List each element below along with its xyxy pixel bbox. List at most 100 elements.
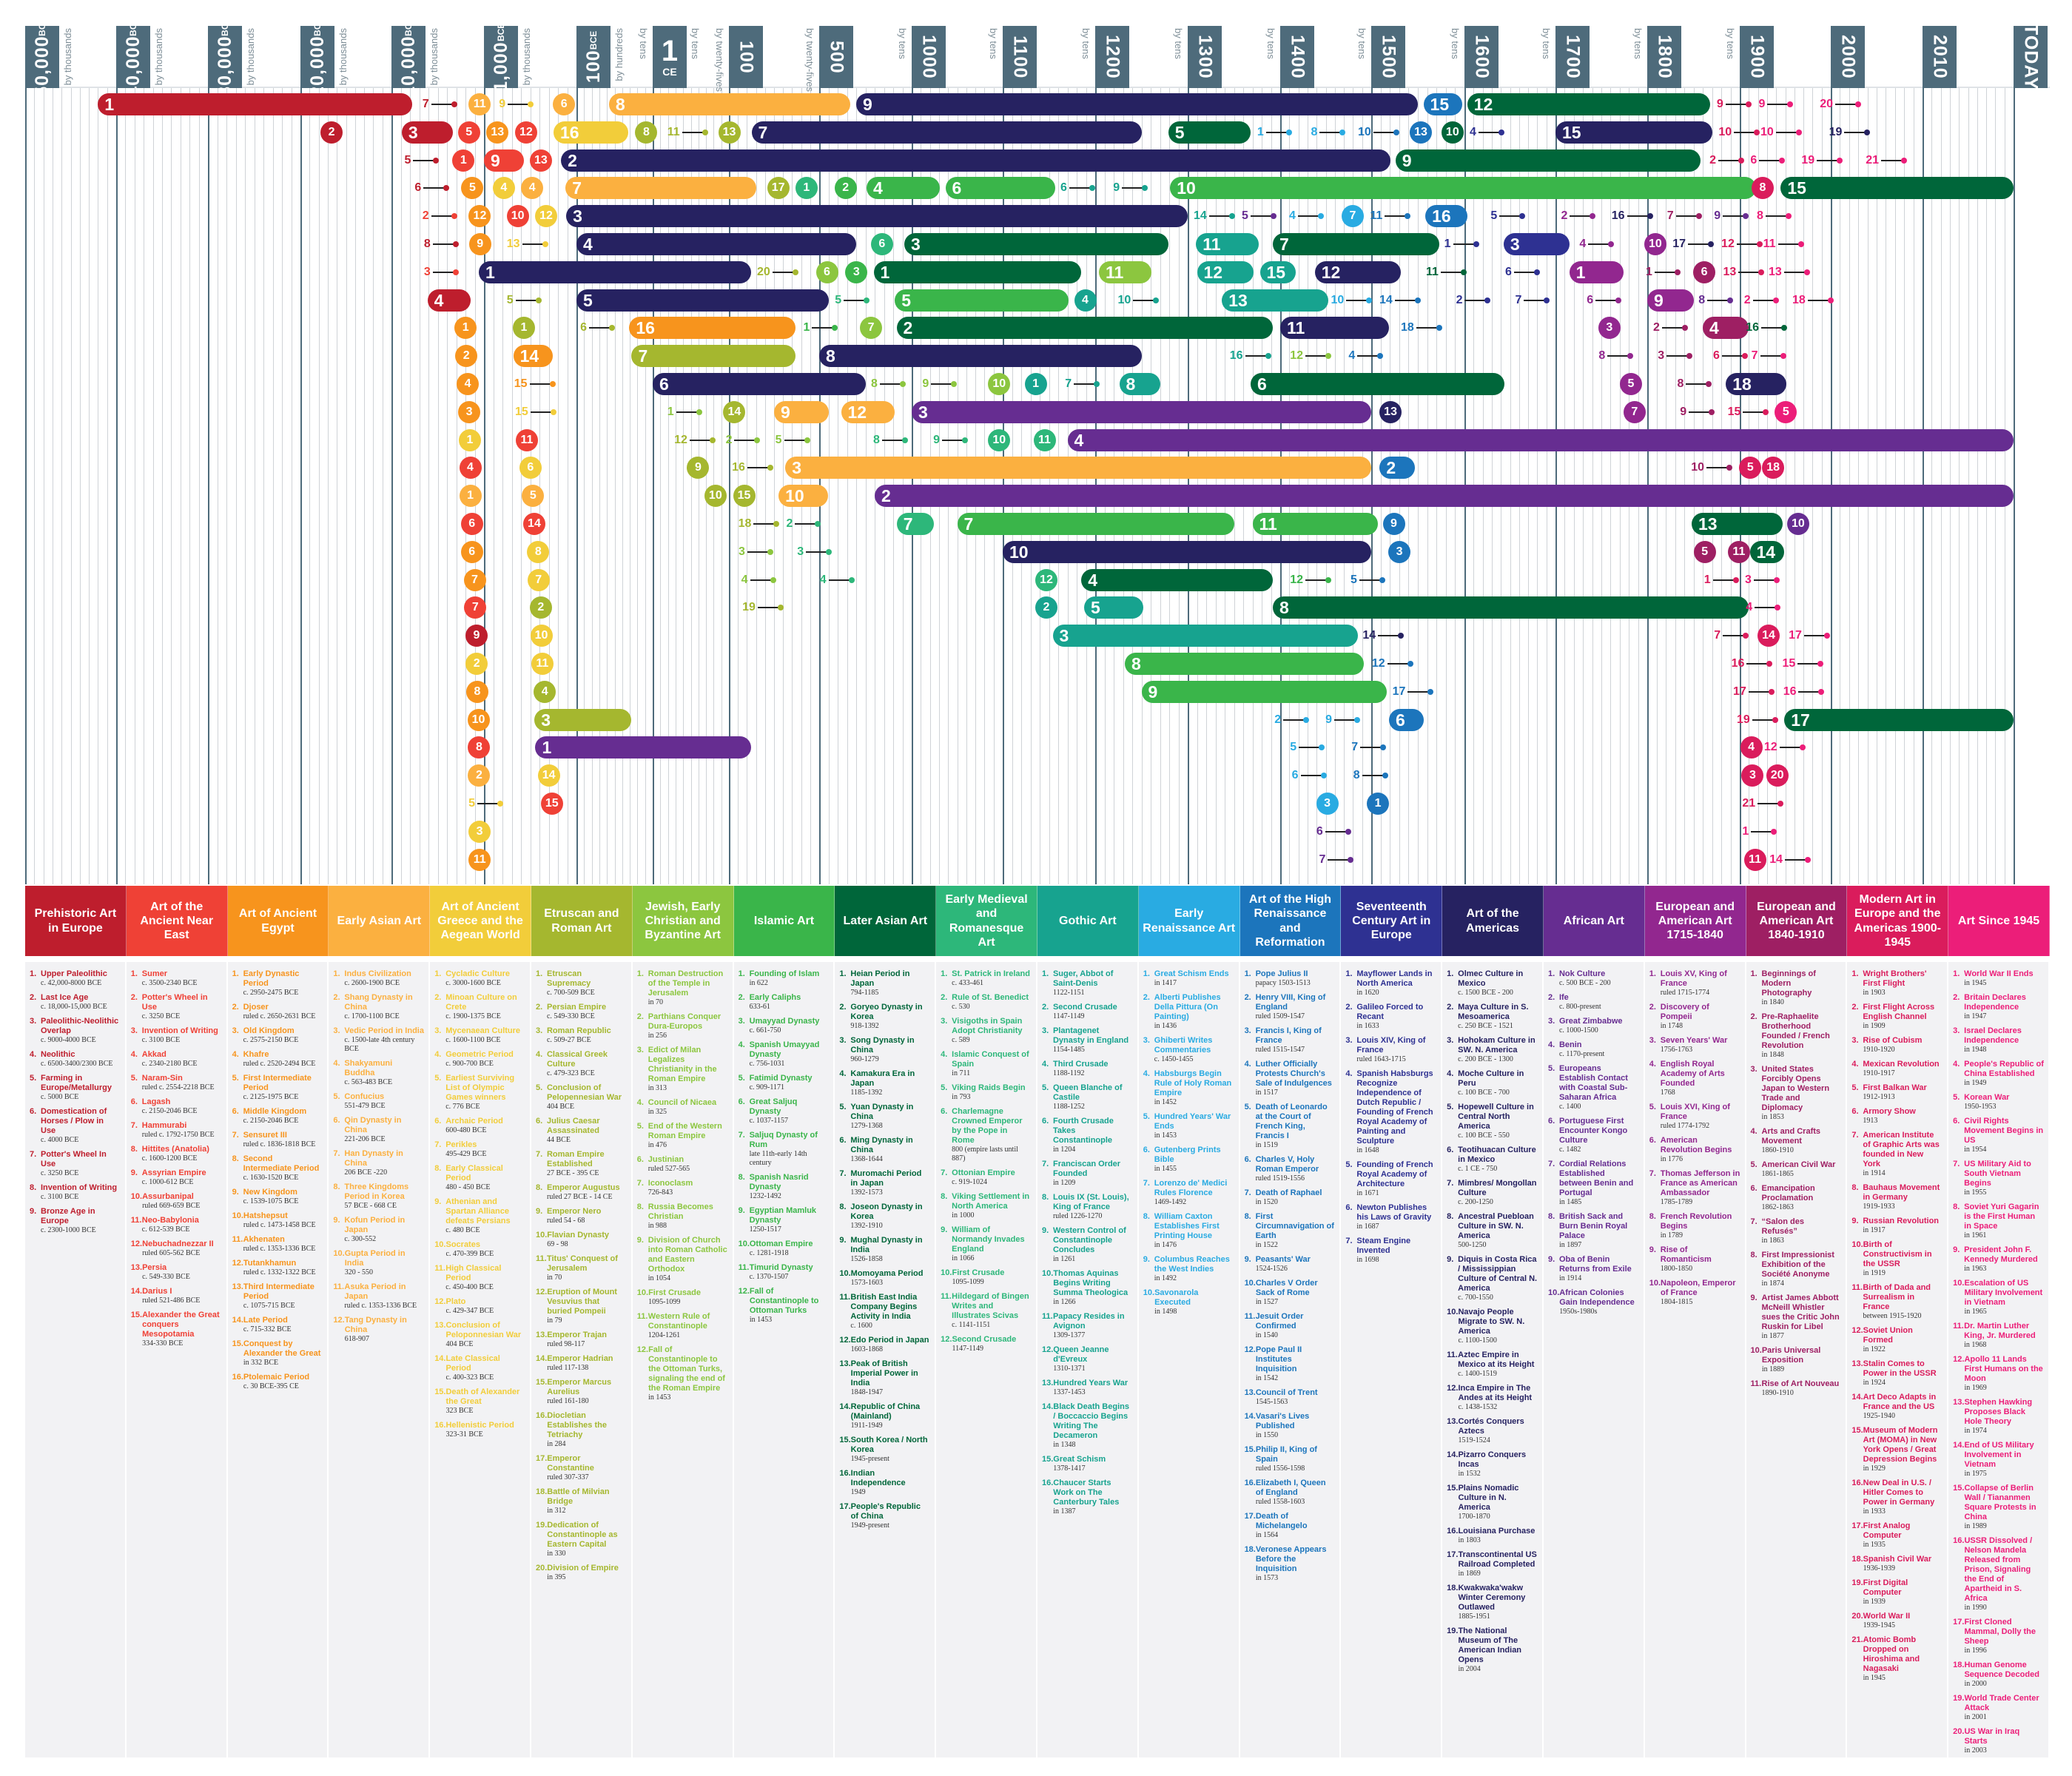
timeline-event[interactable]: 4 xyxy=(1579,233,1615,255)
timeline-bar[interactable]: 3 xyxy=(1503,233,1570,255)
timeline-bar[interactable]: 18 xyxy=(1726,373,1786,395)
timeline-marker[interactable]: 12 xyxy=(514,121,537,144)
timeline-event[interactable]: 14 xyxy=(1362,625,1405,647)
timeline-event[interactable]: 13 xyxy=(1723,261,1765,283)
timeline-bar[interactable]: 10 xyxy=(1170,177,1757,200)
timeline-event[interactable]: 9 xyxy=(1758,93,1794,115)
timeline-event[interactable]: 12 xyxy=(1290,569,1331,591)
timeline-marker[interactable]: 13 xyxy=(486,121,509,144)
timeline-event[interactable]: 9 xyxy=(499,93,534,115)
category-header[interactable]: Modern Art in Europe and the Americas 19… xyxy=(1847,886,1949,956)
timeline-event[interactable]: 6 xyxy=(1750,149,1786,172)
timeline-marker[interactable]: 2 xyxy=(1035,596,1057,619)
timeline-marker[interactable]: 1 xyxy=(459,485,482,508)
timeline-event[interactable]: 2 xyxy=(1653,317,1688,339)
timeline-marker[interactable]: 4 xyxy=(492,177,515,200)
timeline-bar[interactable]: 12 xyxy=(1314,260,1402,283)
timeline-marker[interactable]: 1 xyxy=(1367,793,1390,815)
timeline-event[interactable]: 17 xyxy=(1733,681,1775,703)
timeline-marker[interactable]: 1 xyxy=(458,428,481,451)
timeline-marker[interactable]: 14 xyxy=(537,764,560,787)
timeline-marker[interactable]: 14 xyxy=(522,513,545,535)
timeline-marker[interactable]: 3 xyxy=(468,820,491,843)
timeline-marker[interactable]: 11 xyxy=(531,653,554,675)
timeline-bar[interactable]: 3 xyxy=(785,457,1371,480)
timeline-event[interactable]: 8 xyxy=(1698,289,1734,312)
timeline-bar[interactable]: 9 xyxy=(856,93,1418,115)
category-header[interactable]: Prehistoric Art in Europe xyxy=(25,886,127,956)
timeline-bar[interactable]: 11 xyxy=(1280,317,1389,340)
timeline-bar[interactable]: 8 xyxy=(608,93,850,115)
timeline-marker[interactable]: 2 xyxy=(465,653,488,675)
timeline-marker[interactable]: 1 xyxy=(1024,373,1047,395)
timeline-marker[interactable]: 1 xyxy=(452,149,475,172)
timeline-marker[interactable]: 5 xyxy=(461,177,484,200)
timeline-marker[interactable]: 5 xyxy=(1739,457,1762,480)
category-header[interactable]: African Art xyxy=(1543,886,1645,956)
timeline-event[interactable]: 17 xyxy=(1672,233,1715,255)
timeline-marker[interactable]: 7 xyxy=(860,317,883,340)
timeline-event[interactable]: 5 xyxy=(776,429,810,451)
timeline-marker[interactable]: 9 xyxy=(465,625,488,648)
timeline-bar[interactable]: 15 xyxy=(1555,121,1712,144)
timeline-event[interactable]: 19 xyxy=(1737,709,1778,731)
timeline-event[interactable]: 5 xyxy=(468,793,504,815)
timeline-marker[interactable]: 1 xyxy=(795,177,818,200)
timeline-bar[interactable]: 14 xyxy=(513,345,553,368)
timeline-marker[interactable]: 10 xyxy=(1644,233,1666,255)
timeline-bar[interactable]: 9 xyxy=(1395,149,1701,172)
timeline-event[interactable]: 12 xyxy=(1290,345,1331,367)
timeline-marker[interactable]: 5 xyxy=(1693,540,1716,563)
timeline-marker[interactable]: 5 xyxy=(1619,373,1642,395)
timeline-marker[interactable]: 3 xyxy=(1388,540,1411,563)
timeline-event[interactable]: 4 xyxy=(1746,596,1781,619)
timeline-event[interactable]: 15 xyxy=(514,373,556,395)
timeline-marker[interactable]: 3 xyxy=(458,400,481,423)
timeline-marker[interactable]: 10 xyxy=(467,708,490,731)
timeline-marker[interactable]: 6 xyxy=(1693,260,1716,283)
timeline-bar[interactable]: 1 xyxy=(479,260,752,283)
timeline-event[interactable]: 8 xyxy=(871,373,906,395)
timeline-bar[interactable]: 4 xyxy=(867,177,941,200)
timeline-event[interactable]: 16 xyxy=(1783,681,1825,703)
timeline-event[interactable]: 12 xyxy=(1721,233,1763,255)
timeline-bar[interactable]: 6 xyxy=(945,177,1056,200)
timeline-event[interactable]: 12 xyxy=(1764,736,1806,758)
timeline-event[interactable]: 7 xyxy=(1667,205,1702,227)
category-header[interactable]: Art of the High Renaissance and Reformat… xyxy=(1240,886,1342,956)
timeline-event[interactable]: 1 xyxy=(1704,569,1739,591)
timeline-bar[interactable]: 13 xyxy=(1222,289,1329,312)
timeline-event[interactable]: 19 xyxy=(742,596,784,619)
timeline-event[interactable]: 5 xyxy=(1242,205,1276,227)
timeline-marker[interactable]: 5 xyxy=(457,121,480,144)
timeline-bar[interactable]: 8 xyxy=(1273,596,1749,619)
timeline-event[interactable]: 11 xyxy=(1370,205,1411,227)
timeline-event[interactable]: 2 xyxy=(1274,709,1310,731)
timeline-event[interactable]: 8 xyxy=(1757,205,1792,227)
timeline-event[interactable]: 17 xyxy=(1789,625,1830,647)
timeline-event[interactable]: 10 xyxy=(1718,121,1760,144)
timeline-bar[interactable]: 3 xyxy=(1052,625,1358,648)
timeline-event[interactable]: 4 xyxy=(1289,205,1324,227)
timeline-bar[interactable]: 7 xyxy=(957,513,1234,535)
timeline-bar[interactable]: 15 xyxy=(1423,93,1463,115)
timeline-marker[interactable]: 18 xyxy=(1762,457,1785,480)
category-header[interactable]: Art Since 1945 xyxy=(1948,886,2050,956)
timeline-event[interactable]: 8 xyxy=(424,233,459,255)
timeline-marker[interactable]: 17 xyxy=(767,177,790,200)
timeline-marker[interactable]: 10 xyxy=(704,485,727,508)
timeline-event[interactable]: 6 xyxy=(1505,261,1540,283)
timeline-event[interactable]: 2 xyxy=(726,429,761,451)
category-header[interactable]: Jewish, Early Christian and Byzantine Ar… xyxy=(632,886,734,956)
timeline-marker[interactable]: 11 xyxy=(1033,428,1056,451)
timeline-marker[interactable]: 4 xyxy=(459,457,482,480)
timeline-marker[interactable]: 2 xyxy=(529,596,552,619)
timeline-bar[interactable]: 4 xyxy=(1703,317,1749,340)
timeline-marker[interactable]: 4 xyxy=(1740,736,1763,759)
category-header[interactable]: Seventeenth Century Art in Europe xyxy=(1341,886,1443,956)
timeline-marker[interactable]: 13 xyxy=(1410,121,1433,144)
timeline-event[interactable]: 5 xyxy=(404,149,440,172)
timeline-marker[interactable]: 10 xyxy=(988,373,1011,395)
timeline-bar[interactable]: 3 xyxy=(912,400,1371,423)
timeline-marker[interactable]: 11 xyxy=(1743,848,1766,871)
